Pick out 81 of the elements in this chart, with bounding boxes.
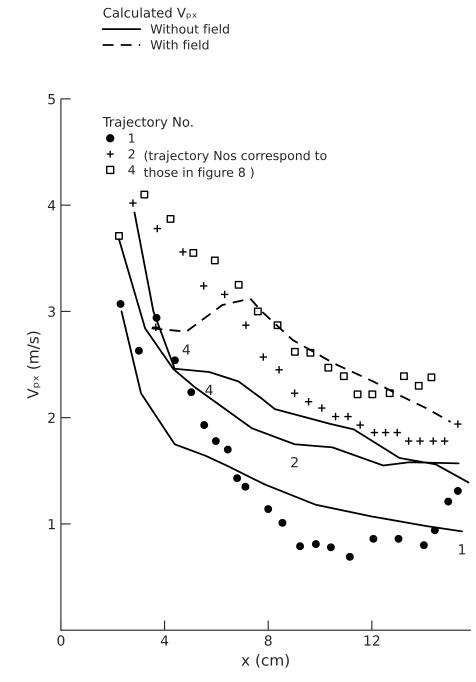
- point: [242, 320, 250, 330]
- point: [368, 390, 376, 398]
- point: [369, 534, 378, 543]
- point: [404, 436, 413, 446]
- annotation: those in figure 8 ): [144, 167, 254, 180]
- x-tick-label: 0: [57, 635, 64, 646]
- point: [274, 365, 284, 374]
- point: [312, 540, 320, 548]
- y-tick-label: 5: [48, 94, 55, 104]
- point: [416, 436, 424, 446]
- x-tick-label: 8: [264, 635, 272, 646]
- point: [234, 280, 243, 289]
- point: [220, 290, 230, 299]
- legend-label: 2: [128, 149, 134, 158]
- point: [258, 352, 268, 362]
- point: [453, 420, 462, 428]
- point: [356, 420, 365, 430]
- point: [427, 373, 436, 382]
- point: [381, 428, 390, 437]
- point: [454, 487, 462, 495]
- legend-label: 4: [128, 165, 135, 174]
- y-tick-label: 3: [48, 306, 55, 317]
- annotation: 1: [459, 544, 466, 554]
- point: [346, 552, 354, 561]
- x-tick-label: 12: [364, 635, 380, 646]
- point: [420, 541, 428, 550]
- annotation: 4: [182, 344, 190, 355]
- point: [199, 282, 208, 290]
- point: [200, 421, 208, 430]
- point: [326, 543, 335, 552]
- point: [290, 348, 299, 356]
- legend-label: 1: [129, 134, 134, 143]
- legend-label: With field: [150, 40, 208, 50]
- point: [187, 388, 196, 396]
- x-tick-label: 4: [160, 635, 168, 646]
- point: [394, 534, 402, 543]
- point: [428, 436, 438, 446]
- point: [134, 346, 143, 355]
- point: [116, 300, 124, 308]
- point: [324, 364, 332, 372]
- point: [440, 436, 450, 446]
- point: [212, 437, 220, 445]
- point: [340, 372, 348, 380]
- y-axis-title: Vₚₓ (m/s): [26, 332, 41, 399]
- point: [178, 248, 188, 256]
- point: [370, 428, 379, 437]
- y-tick-label: 1: [48, 519, 55, 530]
- point: [241, 482, 250, 491]
- point: [317, 404, 326, 412]
- point: [233, 474, 242, 482]
- point: [414, 382, 423, 390]
- annotation: 2: [291, 456, 298, 468]
- point: [224, 446, 232, 454]
- annotation: Trajectory No.: [102, 116, 193, 130]
- point: [400, 372, 408, 380]
- point: [189, 249, 198, 257]
- point: [344, 412, 352, 421]
- point: [210, 256, 219, 264]
- legend-title: Calculated Vₚₓ: [103, 8, 197, 20]
- point: [278, 518, 286, 527]
- point: [331, 412, 340, 421]
- point: [254, 307, 262, 316]
- annotation: 4: [205, 384, 213, 396]
- point: [140, 190, 148, 198]
- point: [115, 232, 123, 240]
- legend-label: Without field: [150, 24, 229, 34]
- point: [264, 505, 272, 513]
- point: [392, 428, 402, 437]
- point: [444, 498, 452, 506]
- point: [354, 390, 362, 398]
- line-series: [120, 310, 463, 532]
- x-axis-title: x (cm): [241, 654, 289, 668]
- point: [152, 224, 162, 233]
- y-tick-label: 2: [48, 412, 55, 423]
- point: [290, 388, 299, 398]
- point: [166, 215, 174, 223]
- point: [304, 397, 313, 406]
- point: [296, 542, 304, 550]
- annotation: (trajectory Nos correspond to: [144, 150, 327, 163]
- y-tick-label: 4: [48, 200, 56, 210]
- point: [128, 198, 138, 208]
